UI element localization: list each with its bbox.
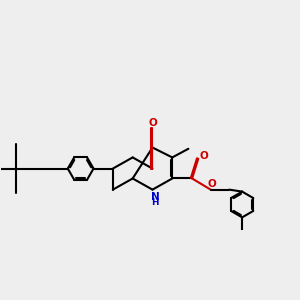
Text: O: O [200,151,208,161]
Text: H: H [151,198,159,207]
Text: O: O [208,179,216,189]
Text: O: O [148,118,157,128]
Text: N: N [151,192,159,202]
